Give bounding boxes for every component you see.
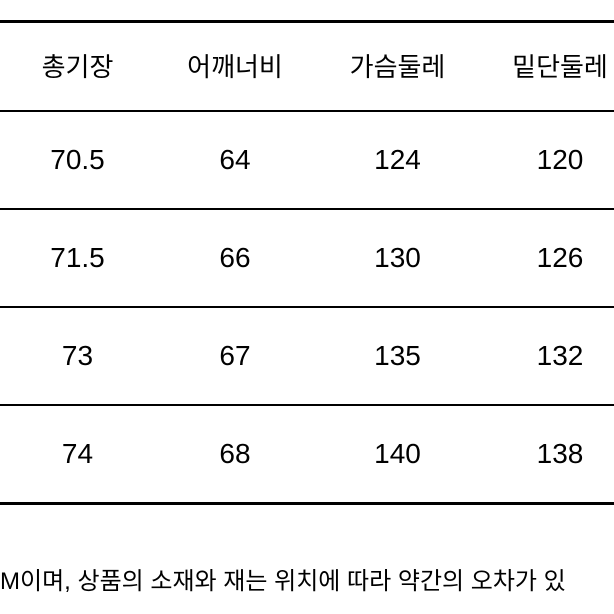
table-header-row: 총기장 어깨너비 가슴둘레 밑단둘레 [0,22,614,112]
cell-value: 120 [480,111,614,209]
cell-value: 140 [315,405,480,504]
column-header-hem: 밑단둘레 [480,22,614,112]
cell-value: 64 [155,111,315,209]
cell-value: 71.5 [0,209,155,307]
cell-value: 73 [0,307,155,405]
column-header-length: 총기장 [0,22,155,112]
cell-value: 132 [480,307,614,405]
cell-value: 66 [155,209,315,307]
size-table-container: 총기장 어깨너비 가슴둘레 밑단둘레 70.5 64 124 120 71.5 … [0,20,614,505]
table-row: 74 68 140 138 [0,405,614,504]
table-row: 73 67 135 132 [0,307,614,405]
cell-value: 67 [155,307,315,405]
cell-value: 70.5 [0,111,155,209]
table-row: 71.5 66 130 126 [0,209,614,307]
column-header-chest: 가슴둘레 [315,22,480,112]
cell-value: 126 [480,209,614,307]
table-row: 70.5 64 124 120 [0,111,614,209]
cell-value: 124 [315,111,480,209]
cell-value: 135 [315,307,480,405]
cell-value: 68 [155,405,315,504]
column-header-shoulder: 어깨너비 [155,22,315,112]
footer-note: M이며, 상품의 소재와 재는 위치에 따라 약간의 오차가 있 [0,561,614,596]
cell-value: 138 [480,405,614,504]
size-table: 총기장 어깨너비 가슴둘레 밑단둘레 70.5 64 124 120 71.5 … [0,20,614,505]
cell-value: 74 [0,405,155,504]
cell-value: 130 [315,209,480,307]
